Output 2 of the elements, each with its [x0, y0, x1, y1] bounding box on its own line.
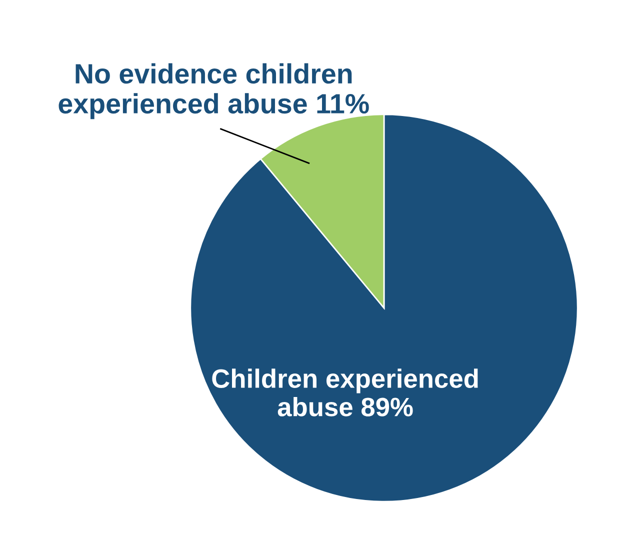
slice-label: Children experienced abuse 89% [212, 368, 478, 416]
slice-label: No evidence children experienced abuse 11% [58, 63, 369, 120]
